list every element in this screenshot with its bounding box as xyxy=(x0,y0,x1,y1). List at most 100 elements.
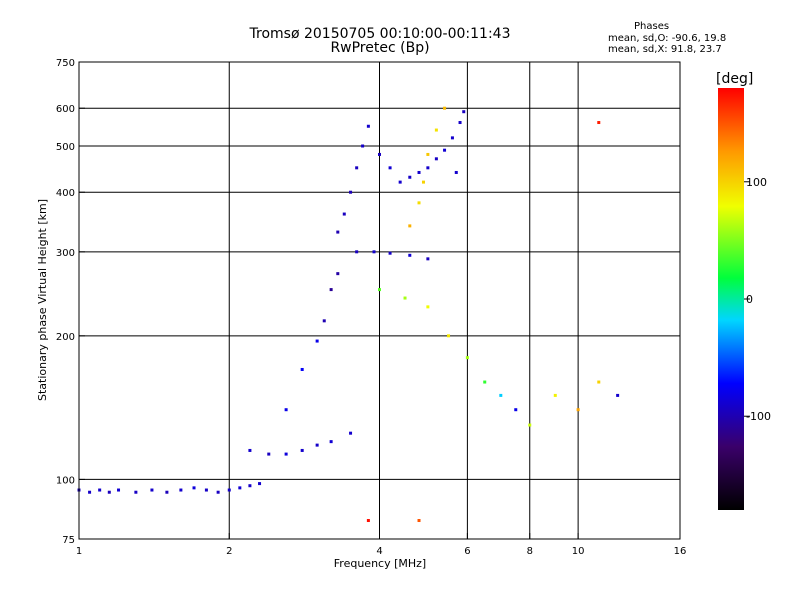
data-point xyxy=(342,212,346,216)
data-point xyxy=(454,170,458,174)
data-point xyxy=(204,488,208,492)
data-point xyxy=(483,380,487,384)
data-point xyxy=(458,121,462,125)
data-point xyxy=(417,519,421,523)
data-point xyxy=(336,230,340,234)
data-point xyxy=(179,488,183,492)
data-point xyxy=(426,305,430,309)
data-point xyxy=(426,152,430,156)
x-tick-label: 10 xyxy=(572,546,585,557)
data-point xyxy=(150,488,154,492)
data-point xyxy=(117,488,121,492)
y-axis-label: Stationary phase Virtual Height [km] xyxy=(36,199,49,401)
data-point xyxy=(300,448,304,452)
data-point xyxy=(300,367,304,371)
data-point xyxy=(165,490,169,494)
data-point xyxy=(366,124,370,128)
data-point xyxy=(528,423,532,427)
colorbar-tick-label: -100 xyxy=(746,410,771,423)
stats-x-mode: mean, sd,X: 91.8, 23.7 xyxy=(608,44,722,55)
stats-o-mode: mean, sd,O: -90.6, 19.8 xyxy=(608,33,727,44)
data-point xyxy=(336,272,340,276)
y-tick-label: 200 xyxy=(56,332,75,343)
data-point xyxy=(349,431,353,435)
data-point xyxy=(361,144,365,148)
scatter-points xyxy=(77,106,620,523)
data-point xyxy=(366,519,370,523)
data-point xyxy=(378,152,381,156)
data-point xyxy=(315,443,319,447)
data-point xyxy=(398,180,402,184)
data-point xyxy=(238,486,242,490)
data-point xyxy=(447,334,451,338)
data-point xyxy=(499,393,503,397)
x-tick-label: 8 xyxy=(527,546,533,557)
x-axis-label: Frequency [MHz] xyxy=(334,557,426,570)
data-point xyxy=(426,257,430,261)
y-tick-label: 100 xyxy=(56,475,75,486)
data-point xyxy=(553,393,557,397)
data-point xyxy=(372,250,376,254)
data-point xyxy=(258,482,262,486)
data-point xyxy=(597,121,601,125)
data-point xyxy=(98,488,102,492)
data-point xyxy=(408,224,412,228)
data-point xyxy=(443,148,447,152)
colorbar-label: [deg] xyxy=(716,71,753,87)
data-point xyxy=(349,190,353,194)
stats-heading: Phases xyxy=(634,21,670,32)
chart-title: Tromsø 20150705 00:10:00-00:11:43 xyxy=(249,26,511,42)
data-point xyxy=(322,319,326,323)
axis-ticks: 1 2 4 6 8 10 16 75 100 200 300 400 500 600 750 xyxy=(56,58,686,557)
data-point xyxy=(284,408,288,412)
data-point xyxy=(329,288,333,292)
data-point xyxy=(227,488,231,492)
data-point xyxy=(426,166,430,170)
data-point xyxy=(434,128,438,132)
data-point xyxy=(355,250,359,254)
data-point xyxy=(408,253,412,257)
data-point xyxy=(597,380,601,384)
data-point xyxy=(248,448,252,452)
colorbar-tick-label: 100 xyxy=(746,176,767,189)
data-point xyxy=(315,339,319,343)
x-tick-label: 4 xyxy=(376,546,382,557)
data-point xyxy=(192,486,196,490)
data-point xyxy=(616,393,620,397)
plot-grid xyxy=(79,62,680,539)
data-point xyxy=(388,166,392,170)
data-point xyxy=(417,170,421,174)
data-point xyxy=(408,175,412,179)
data-point xyxy=(216,490,220,494)
data-point xyxy=(514,408,518,412)
data-point xyxy=(329,440,333,444)
data-point xyxy=(378,288,381,292)
data-point xyxy=(88,490,92,494)
data-point xyxy=(388,251,392,255)
colorbar xyxy=(718,88,744,510)
x-tick-label: 2 xyxy=(226,546,232,557)
data-point xyxy=(576,408,580,412)
data-point xyxy=(421,180,425,184)
data-point xyxy=(134,490,138,494)
data-point xyxy=(417,201,421,205)
colorbar-tick-label: 0 xyxy=(746,293,753,306)
data-point xyxy=(450,136,454,140)
data-point xyxy=(107,490,111,494)
data-point xyxy=(403,296,407,300)
chart-subtitle: RwPretec (Bp) xyxy=(330,40,430,56)
x-tick-label: 6 xyxy=(464,546,470,557)
y-tick-label: 500 xyxy=(56,142,75,153)
colorbar-ticks: 100 0 -100 xyxy=(744,176,771,423)
data-point xyxy=(434,157,438,161)
x-tick-label: 16 xyxy=(674,546,687,557)
y-tick-label: 750 xyxy=(56,58,75,69)
y-tick-label: 600 xyxy=(56,104,75,115)
y-tick-label: 300 xyxy=(56,248,75,259)
data-point xyxy=(355,166,359,170)
y-tick-label: 400 xyxy=(56,188,75,199)
y-tick-label: 75 xyxy=(62,535,75,546)
data-point xyxy=(248,484,252,488)
x-tick-label: 1 xyxy=(76,546,82,557)
